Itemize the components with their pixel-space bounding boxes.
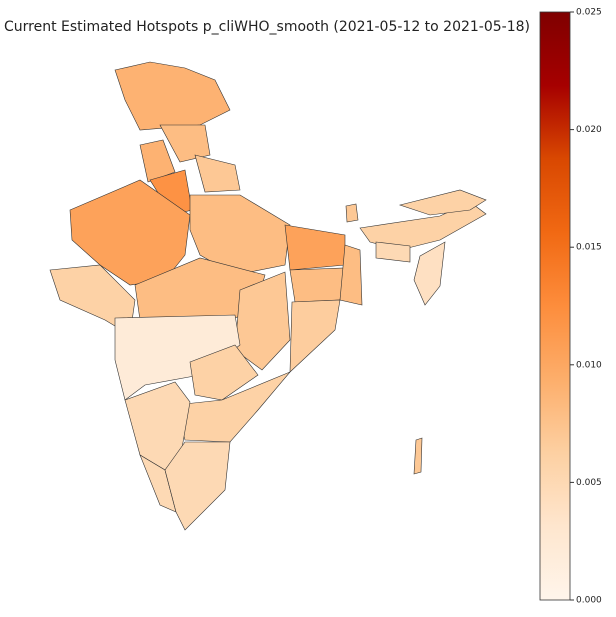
region xyxy=(189,194,291,276)
region xyxy=(289,299,341,373)
region xyxy=(114,314,241,401)
colorbar xyxy=(539,11,571,601)
region xyxy=(345,203,359,223)
map-title: Current Estimated Hotspots p_cliWHO_smoo… xyxy=(4,19,530,35)
region xyxy=(114,61,231,131)
colorbar-tick-label: 0.005 xyxy=(576,478,602,488)
region xyxy=(289,267,346,303)
colorbar-tick-label: 0.015 xyxy=(576,243,602,253)
region xyxy=(159,124,211,163)
region xyxy=(398,189,487,216)
colorbar-tick-label: 0.025 xyxy=(576,8,602,18)
colorbar-tick-label: 0.000 xyxy=(576,596,602,606)
colorbar-tick-label: 0.020 xyxy=(576,125,602,135)
region xyxy=(189,344,259,401)
region xyxy=(359,201,487,251)
region xyxy=(413,241,446,306)
region xyxy=(413,437,423,475)
region xyxy=(164,441,231,531)
region xyxy=(284,224,346,271)
region xyxy=(174,371,291,443)
region xyxy=(339,244,363,306)
region xyxy=(139,139,176,183)
colorbar-tick-label: 0.010 xyxy=(576,360,602,370)
region xyxy=(375,241,411,263)
region xyxy=(194,154,241,193)
